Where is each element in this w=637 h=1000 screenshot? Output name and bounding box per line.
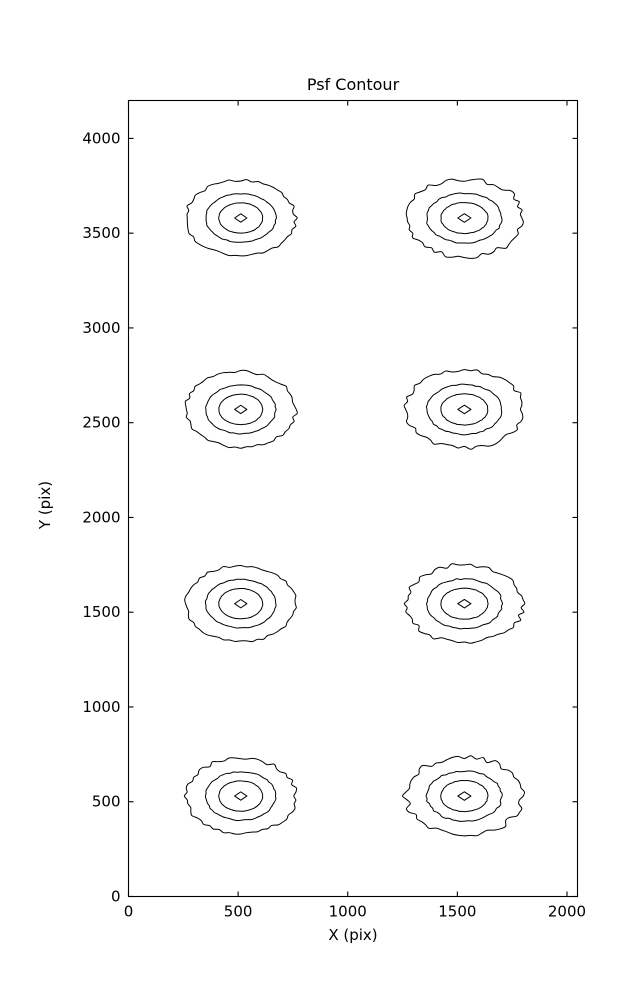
y-tick-label: 3000 [82,319,120,337]
y-tick-label: 500 [92,793,121,811]
psf-contour-level [426,192,503,244]
y-axis-label: Y (pix) [36,481,54,530]
psf-contour-level [426,578,504,630]
psf-contour-cluster [403,563,526,644]
psf-contour-level [186,179,298,257]
psf-contour-cluster [186,179,298,257]
psf-contour-cluster [184,369,298,449]
psf-contour-level [218,393,264,426]
psf-contour-cluster [403,369,524,450]
psf-contour-level [425,770,503,822]
psf-contour-level [440,587,489,620]
y-tick-label: 2500 [82,414,120,432]
psf-contour-cluster [184,565,297,643]
psf-contour-core [234,213,248,223]
psf-contour-level [440,393,489,426]
x-tick-label: 500 [224,903,253,921]
psf-contour-core [457,791,472,801]
psf-contour-level [204,578,277,629]
psf-contour-core [234,404,248,415]
psf-contour-cluster [183,757,298,835]
psf-contour-core [457,404,472,415]
contour-series [183,178,526,837]
psf-contour-level [440,202,489,235]
psf-contour-core [457,213,472,223]
y-tick-label: 3500 [82,224,120,242]
psf-contour-level [218,202,264,234]
x-tick-label: 1000 [329,903,367,921]
y-tick-label: 0 [111,888,121,906]
psf-contour-level [183,757,298,835]
psf-contour-level [403,369,524,450]
x-tick-label: 1500 [438,903,476,921]
y-tick-label: 1500 [82,603,120,621]
plot-frame [127,99,579,898]
psf-contour-core [234,791,248,801]
psf-contour-level [405,178,524,259]
psf-contour-level [205,193,277,243]
psf-contour-level [403,563,526,644]
psf-contour-level [184,369,298,449]
axis-tick-labels: 0 500 1000 1500 2000 0 500 1000 1500 2000 2500 3000… [82,129,586,920]
x-tick-label: 2000 [548,903,586,921]
psf-contour-level [218,780,264,812]
psf-contour-level [184,565,297,643]
psf-contour-level [425,383,503,436]
y-tick-label: 2000 [82,508,120,526]
psf-contour-cluster [402,755,526,837]
psf-contour-core [234,599,248,609]
psf-contour-level [402,755,526,837]
psf-contour-core [457,598,472,609]
psf-contour-cluster [405,178,524,259]
psf-contour-level [204,771,277,822]
psf-contour-level [440,779,489,813]
x-tick-label: 0 [124,903,134,921]
y-tick-label: 4000 [82,129,120,147]
psf-contour-level [218,587,264,620]
chart-title: Psf Contour [307,75,400,94]
y-tick-label: 1000 [82,698,120,716]
x-axis-label: X (pix) [328,926,377,944]
psf-contour-level [205,384,277,435]
